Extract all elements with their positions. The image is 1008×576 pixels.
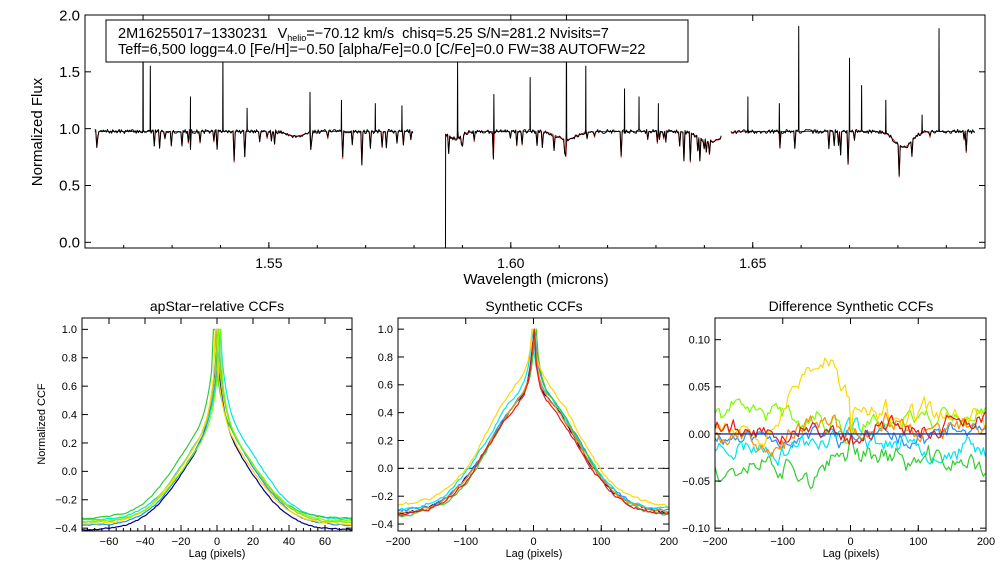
spectrum-y-tick-label: 2.0 — [59, 7, 80, 24]
apstar-ccf-y-tick-label: 0.0 — [62, 466, 77, 478]
synthetic-ccf-x-tick-label: 200 — [660, 536, 678, 548]
synthetic-ccf-y-tick-label: 0.0 — [378, 463, 393, 475]
difference-ccf-line — [714, 357, 986, 448]
spectrum-axis-ticks: 1.55 1.60 1.65 0.0 0.5 1.0 1.5 2.0 — [59, 7, 985, 271]
apstar-ccf-y-tick-label: 1.0 — [62, 324, 77, 336]
apstar-ccf-x-tick-label: 20 — [247, 536, 259, 548]
synthetic-ccf-x-tick-label: −100 — [453, 536, 478, 548]
spectrum-y-tick-label: 0.0 — [59, 235, 80, 252]
difference-ccf-x-tick-label: 200 — [977, 536, 995, 548]
spectrum-y-tick-label: 0.5 — [59, 178, 80, 195]
difference-ccf-x-tick-label: 100 — [909, 536, 927, 548]
synthetic-ccf-axis-ticks: −200 −100 0 100 200 −0.4 −0.2 0.0 0.2 0.4 0.6 0.8 1.… — [371, 318, 678, 548]
difference-ccf-title: Difference Synthetic CCFs — [769, 298, 934, 314]
difference-ccf-y-tick-label: −0.10 — [682, 523, 710, 535]
spectrum-observed-series — [94, 14, 976, 249]
apstar-ccf-series — [81, 328, 353, 531]
synthetic-ccf-x-tick-label: 100 — [592, 536, 610, 548]
synthetic-ccf-line — [397, 328, 669, 508]
apstar-ccf-y-tick-label: 0.6 — [62, 381, 77, 393]
spectrum-observed-line — [444, 14, 722, 249]
apstar-ccf-line — [81, 328, 353, 520]
spectrum-y-tick-label: 1.0 — [59, 121, 80, 138]
apstar-ccf-title: apStar−relative CCFs — [150, 298, 284, 314]
difference-ccf-series — [714, 357, 986, 490]
difference-ccf-x-tick-label: −100 — [770, 536, 795, 548]
synthetic-ccf-panel: Synthetic CCFs −200 −100 0 100 200 −0.4 −0.2 0.… — [371, 298, 678, 560]
spectrum-x-tick-label: 1.65 — [739, 255, 766, 271]
apstar-ccf-axis-ticks: −60 −40 −20 0 20 40 60 −0.4 −0.2 0.0 0.2 0.4 0.6 0.8 1… — [55, 318, 352, 548]
difference-ccf-x-tick-label: −200 — [703, 536, 728, 548]
apstar-ccf-x-tick-label: −20 — [172, 536, 191, 548]
apstar-ccf-y-tick-label: 0.8 — [62, 353, 77, 365]
synthetic-ccf-line — [397, 328, 669, 518]
spectrum-panel: 1.55 1.60 1.65 0.0 0.5 1.0 1.5 2.0 2M16255017−1… — [29, 7, 986, 288]
difference-ccf-y-tick-label: 0.00 — [689, 429, 710, 441]
apstar-ccf-x-axis-label: Lag (pixels) — [189, 548, 246, 560]
spectrum-model-line — [730, 131, 975, 178]
apstar-ccf-y-axis-label: Normalized CCF — [36, 383, 48, 465]
apstar-ccf-panel: apStar−relative CCFs −60 −40 −20 0 20 40 60 −0.… — [36, 298, 353, 560]
spectrum-observed-line — [94, 14, 414, 166]
difference-ccf-line — [714, 411, 986, 445]
apstar-ccf-x-tick-label: 40 — [283, 536, 295, 548]
difference-ccf-axis-ticks: −200 −100 0 100 200 −0.10 −0.05 0.00 0.05 0.10 — [682, 318, 995, 548]
spectrum-observed-line — [730, 25, 976, 176]
difference-ccf-x-tick-label: 0 — [847, 536, 853, 548]
apstar-ccf-y-tick-label: −0.2 — [55, 495, 77, 507]
spectrum-x-tick-label: 1.55 — [255, 255, 282, 271]
apstar-ccf-x-tick-label: −40 — [136, 536, 155, 548]
apstar-ccf-y-tick-label: −0.4 — [55, 523, 77, 535]
synthetic-ccf-x-axis-label: Lag (pixels) — [506, 548, 563, 560]
difference-ccf-y-tick-label: 0.05 — [689, 382, 710, 394]
apstar-ccf-y-tick-label: 0.2 — [62, 438, 77, 450]
synthetic-ccf-y-tick-label: 0.6 — [378, 380, 393, 392]
synthetic-ccf-line — [397, 328, 669, 516]
difference-ccf-y-tick-label: 0.10 — [689, 335, 710, 347]
apstar-ccf-line — [81, 328, 353, 526]
synthetic-ccf-y-tick-label: −0.2 — [371, 491, 393, 503]
synthetic-ccf-series — [397, 328, 669, 518]
spectrum-info-box — [105, 19, 689, 63]
spectrum-y-axis-label: Normalized Flux — [29, 77, 46, 186]
spectrum-model-line — [445, 131, 722, 163]
synthetic-ccf-y-tick-label: 0.2 — [378, 435, 393, 447]
synthetic-ccf-title: Synthetic CCFs — [485, 298, 582, 314]
synthetic-ccf-y-tick-label: −0.4 — [371, 519, 393, 531]
difference-ccf-panel: Difference Synthetic CCFs −200 −100 0 100 20… — [682, 298, 995, 560]
synthetic-ccf-x-tick-label: −200 — [386, 536, 411, 548]
difference-ccf-y-tick-label: −0.05 — [682, 476, 710, 488]
spectrum-annotation-line2: Teff=6,500 logg=4.0 [Fe/H]=−0.50 [alpha/… — [118, 42, 645, 58]
synthetic-ccf-y-tick-label: 0.4 — [378, 408, 393, 420]
apstar-ccf-x-tick-label: −60 — [100, 536, 119, 548]
apstar-ccf-x-tick-label: 0 — [214, 536, 220, 548]
spectrum-y-tick-label: 1.5 — [59, 64, 80, 81]
synthetic-ccf-y-tick-label: 1.0 — [378, 324, 393, 336]
difference-ccf-x-axis-label: Lag (pixels) — [823, 548, 880, 560]
spectrum-plot-frame — [84, 14, 986, 249]
difference-ccf-line — [714, 412, 986, 457]
apstar-ccf-x-tick-label: 60 — [319, 536, 331, 548]
synthetic-ccf-y-tick-label: 0.8 — [378, 352, 393, 364]
apstar-ccf-plot-frame — [81, 317, 353, 532]
spectrum-model-series — [94, 131, 975, 178]
spectrum-x-tick-label: 1.60 — [497, 255, 524, 271]
apstar-ccf-y-tick-label: 0.4 — [62, 409, 77, 421]
spectrum-x-axis-label: Wavelength (microns) — [463, 271, 608, 288]
spectrum-model-line — [94, 131, 413, 165]
synthetic-ccf-x-tick-label: 0 — [530, 536, 536, 548]
apstar-ccf-line — [81, 328, 353, 523]
spectrum-annotation-line1: 2M16255017−1330231 Vhelio=−70.12 km/s chis… — [118, 26, 609, 43]
